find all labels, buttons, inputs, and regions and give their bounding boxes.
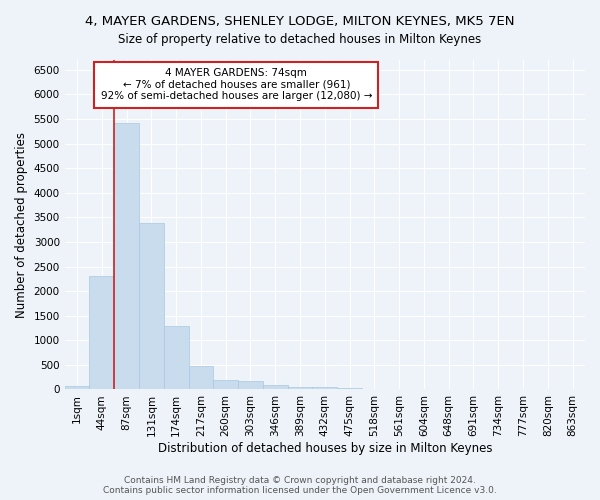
Text: 4 MAYER GARDENS: 74sqm
← 7% of detached houses are smaller (961)
92% of semi-det: 4 MAYER GARDENS: 74sqm ← 7% of detached … bbox=[101, 68, 372, 102]
Bar bbox=[114, 123, 139, 390]
X-axis label: Distribution of detached houses by size in Milton Keynes: Distribution of detached houses by size … bbox=[158, 442, 492, 455]
Y-axis label: Number of detached properties: Number of detached properties bbox=[15, 132, 28, 318]
Bar bbox=[287, 386, 313, 390]
Bar bbox=[188, 366, 214, 390]
Bar bbox=[139, 224, 164, 390]
Bar bbox=[89, 276, 114, 390]
Bar bbox=[337, 388, 362, 390]
Text: Contains HM Land Registry data © Crown copyright and database right 2024.
Contai: Contains HM Land Registry data © Crown c… bbox=[103, 476, 497, 495]
Bar bbox=[263, 386, 287, 390]
Bar bbox=[238, 380, 263, 390]
Bar bbox=[164, 326, 188, 390]
Bar bbox=[214, 380, 238, 390]
Bar bbox=[65, 386, 89, 390]
Text: Size of property relative to detached houses in Milton Keynes: Size of property relative to detached ho… bbox=[118, 32, 482, 46]
Text: 4, MAYER GARDENS, SHENLEY LODGE, MILTON KEYNES, MK5 7EN: 4, MAYER GARDENS, SHENLEY LODGE, MILTON … bbox=[85, 15, 515, 28]
Bar bbox=[362, 388, 387, 390]
Bar bbox=[313, 387, 337, 390]
